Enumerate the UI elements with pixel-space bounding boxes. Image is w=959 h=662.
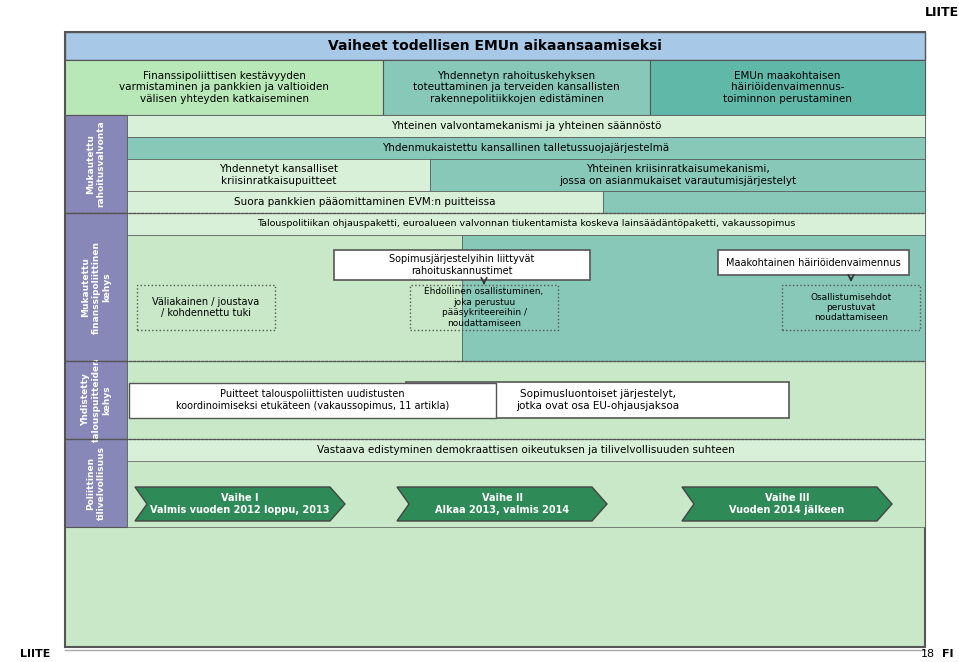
Text: Väliakainen / joustava
/ kohdennettu tuki: Väliakainen / joustava / kohdennettu tuk… bbox=[152, 297, 260, 318]
FancyBboxPatch shape bbox=[127, 115, 925, 137]
Text: Maakohtainen häiriöidenvaimennus: Maakohtainen häiriöidenvaimennus bbox=[726, 258, 901, 267]
FancyBboxPatch shape bbox=[407, 382, 789, 418]
Text: Yhteinen kriisinratkaisumekanismi,
jossa on asianmukaiset varautumisjärjestelyt: Yhteinen kriisinratkaisumekanismi, jossa… bbox=[559, 164, 796, 186]
Text: Vastaava edistyminen demokraattisen oikeutuksen ja tilivelvollisuuden suhteen: Vastaava edistyminen demokraattisen oike… bbox=[317, 445, 735, 455]
Text: Ehdollinen osallistuminen,
joka perustuu
pääsykriteereihin /
noudattamiseen: Ehdollinen osallistuminen, joka perustuu… bbox=[425, 287, 544, 328]
Text: Mukautettu
finanssipoliittinen
kehys: Mukautettu finanssipoliittinen kehys bbox=[82, 240, 111, 334]
Polygon shape bbox=[397, 487, 607, 521]
Text: Sopimusjärjestelyihin liittyvät
rahoituskannustimet: Sopimusjärjestelyihin liittyvät rahoitus… bbox=[389, 254, 535, 276]
Text: Sopimusluontoiset järjestelyt,
jotka ovat osa EU-ohjausjaksoa: Sopimusluontoiset järjestelyt, jotka ova… bbox=[516, 389, 679, 411]
Text: Vaihe III
Vuoden 2014 jälkeen: Vaihe III Vuoden 2014 jälkeen bbox=[730, 493, 845, 515]
Polygon shape bbox=[135, 487, 345, 521]
FancyBboxPatch shape bbox=[65, 213, 127, 361]
FancyBboxPatch shape bbox=[127, 235, 462, 361]
Text: Mukautettu
rahoitusvalvonta: Mukautettu rahoitusvalvonta bbox=[86, 120, 105, 207]
Text: Yhdenmukaistettu kansallinen talletussuojajärjestelmä: Yhdenmukaistettu kansallinen talletussuo… bbox=[383, 143, 669, 153]
Text: Suora pankkien pääomittaminen EVM:n puitteissa: Suora pankkien pääomittaminen EVM:n puit… bbox=[234, 197, 496, 207]
Text: Osallistumisehdot
perustuvat
noudattamiseen: Osallistumisehdot perustuvat noudattamis… bbox=[810, 293, 892, 322]
FancyBboxPatch shape bbox=[65, 439, 127, 527]
Text: Vaiheet todellisen EMUn aikaansaamiseksi: Vaiheet todellisen EMUn aikaansaamiseksi bbox=[328, 39, 662, 53]
FancyBboxPatch shape bbox=[65, 32, 925, 60]
Text: Finanssipoliittisen kestävyyden
varmistaminen ja pankkien ja valtioiden
välisen : Finanssipoliittisen kestävyyden varmista… bbox=[119, 71, 329, 104]
Text: FI: FI bbox=[943, 649, 954, 659]
Text: LIITE: LIITE bbox=[20, 649, 50, 659]
Text: Poliittinen
tilivelvollisuus: Poliittinen tilivelvollisuus bbox=[86, 446, 105, 520]
FancyBboxPatch shape bbox=[127, 191, 603, 213]
FancyBboxPatch shape bbox=[129, 383, 496, 418]
FancyBboxPatch shape bbox=[431, 159, 925, 191]
Text: EMUn maakohtaisen
häiriöidenvaimennus-
toiminnon perustaminen: EMUn maakohtaisen häiriöidenvaimennus- t… bbox=[723, 71, 852, 104]
Text: Yhdennetyt kansalliset
kriisinratkaisupuitteet: Yhdennetyt kansalliset kriisinratkaisupu… bbox=[219, 164, 339, 186]
Text: LIITE: LIITE bbox=[924, 5, 959, 19]
Text: Vaihe I
Valmis vuoden 2012 loppu, 2013: Vaihe I Valmis vuoden 2012 loppu, 2013 bbox=[151, 493, 330, 515]
FancyBboxPatch shape bbox=[65, 361, 127, 439]
FancyBboxPatch shape bbox=[127, 361, 925, 439]
FancyBboxPatch shape bbox=[717, 250, 909, 275]
FancyBboxPatch shape bbox=[384, 60, 650, 115]
Text: Yhdistetty
talouspuitteiden
kehys: Yhdistetty talouspuitteiden kehys bbox=[82, 357, 111, 442]
FancyBboxPatch shape bbox=[462, 235, 925, 361]
Text: Talouspolitiikan ohjauspaketti, euroalueen valvonnan tiukentamista koskeva lains: Talouspolitiikan ohjauspaketti, euroalue… bbox=[257, 220, 795, 228]
FancyBboxPatch shape bbox=[127, 439, 925, 527]
Polygon shape bbox=[682, 487, 892, 521]
FancyBboxPatch shape bbox=[127, 137, 925, 159]
FancyBboxPatch shape bbox=[335, 250, 590, 280]
FancyBboxPatch shape bbox=[603, 191, 925, 213]
FancyBboxPatch shape bbox=[127, 159, 431, 191]
Text: Yhteinen valvontamekanismi ja yhteinen säännöstö: Yhteinen valvontamekanismi ja yhteinen s… bbox=[391, 121, 661, 131]
Text: Puitteet talouspoliittisten uudistusten
koordinoimiseksi etukäteen (vakaussopimu: Puitteet talouspoliittisten uudistusten … bbox=[175, 389, 449, 411]
FancyBboxPatch shape bbox=[65, 115, 127, 213]
Text: Yhdennetyn rahoituskehyksen
toteuttaminen ja terveiden kansallisten
rakennepolit: Yhdennetyn rahoituskehyksen toteuttamine… bbox=[413, 71, 620, 104]
Text: 18: 18 bbox=[921, 649, 935, 659]
FancyBboxPatch shape bbox=[127, 439, 925, 461]
FancyBboxPatch shape bbox=[65, 60, 384, 115]
FancyBboxPatch shape bbox=[650, 60, 925, 115]
Text: Vaihe II
Alkaa 2013, valmis 2014: Vaihe II Alkaa 2013, valmis 2014 bbox=[435, 493, 569, 515]
FancyBboxPatch shape bbox=[127, 213, 925, 235]
FancyBboxPatch shape bbox=[65, 32, 925, 647]
